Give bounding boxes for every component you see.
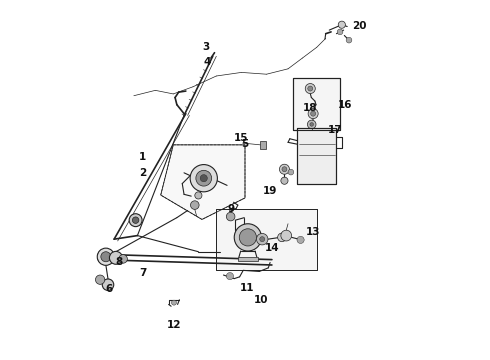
Circle shape xyxy=(226,273,234,280)
Text: 20: 20 xyxy=(352,21,367,31)
Circle shape xyxy=(297,236,304,243)
Circle shape xyxy=(311,111,316,116)
Text: 1: 1 xyxy=(139,152,147,162)
Circle shape xyxy=(305,84,315,94)
Polygon shape xyxy=(216,209,317,270)
Circle shape xyxy=(278,233,286,242)
Circle shape xyxy=(281,177,288,184)
Circle shape xyxy=(132,217,139,224)
Text: 14: 14 xyxy=(265,243,279,253)
Circle shape xyxy=(308,86,313,91)
Text: 5: 5 xyxy=(242,139,248,149)
Bar xyxy=(297,128,337,184)
Text: 10: 10 xyxy=(254,295,269,305)
Text: 6: 6 xyxy=(105,284,112,294)
Circle shape xyxy=(307,120,316,129)
Circle shape xyxy=(191,201,199,210)
Circle shape xyxy=(129,214,142,226)
Circle shape xyxy=(234,224,262,251)
Circle shape xyxy=(190,165,218,192)
Circle shape xyxy=(102,279,114,291)
Circle shape xyxy=(101,252,111,262)
Text: 17: 17 xyxy=(327,125,342,135)
Text: 7: 7 xyxy=(139,268,147,278)
Bar xyxy=(238,257,258,261)
Circle shape xyxy=(308,109,318,119)
Circle shape xyxy=(239,229,256,246)
Text: 18: 18 xyxy=(303,103,318,113)
Circle shape xyxy=(310,123,314,126)
Circle shape xyxy=(260,237,265,242)
Bar xyxy=(294,78,340,130)
Text: 15: 15 xyxy=(234,133,248,143)
Circle shape xyxy=(256,233,268,245)
Circle shape xyxy=(226,212,235,221)
Circle shape xyxy=(337,29,343,35)
Circle shape xyxy=(338,21,345,28)
Bar xyxy=(294,78,340,130)
Circle shape xyxy=(195,192,202,199)
Circle shape xyxy=(196,170,212,186)
Circle shape xyxy=(96,275,105,284)
Text: 3: 3 xyxy=(202,42,209,52)
Text: 11: 11 xyxy=(240,283,254,293)
Circle shape xyxy=(119,255,127,263)
Text: 9: 9 xyxy=(227,204,234,214)
Text: 2: 2 xyxy=(139,168,147,178)
Circle shape xyxy=(288,169,294,175)
Text: 12: 12 xyxy=(167,320,181,330)
Text: 13: 13 xyxy=(306,227,320,237)
Circle shape xyxy=(172,300,176,305)
Text: 19: 19 xyxy=(263,186,277,196)
Bar xyxy=(297,128,337,184)
Polygon shape xyxy=(161,145,245,220)
Circle shape xyxy=(97,248,115,265)
Bar xyxy=(260,140,266,149)
Circle shape xyxy=(281,230,292,241)
Circle shape xyxy=(200,175,207,182)
Circle shape xyxy=(282,167,287,172)
Circle shape xyxy=(279,164,290,174)
Circle shape xyxy=(109,251,122,264)
Text: 16: 16 xyxy=(338,100,352,110)
Text: 8: 8 xyxy=(115,257,122,267)
Text: 4: 4 xyxy=(204,57,211,67)
Circle shape xyxy=(346,37,352,43)
